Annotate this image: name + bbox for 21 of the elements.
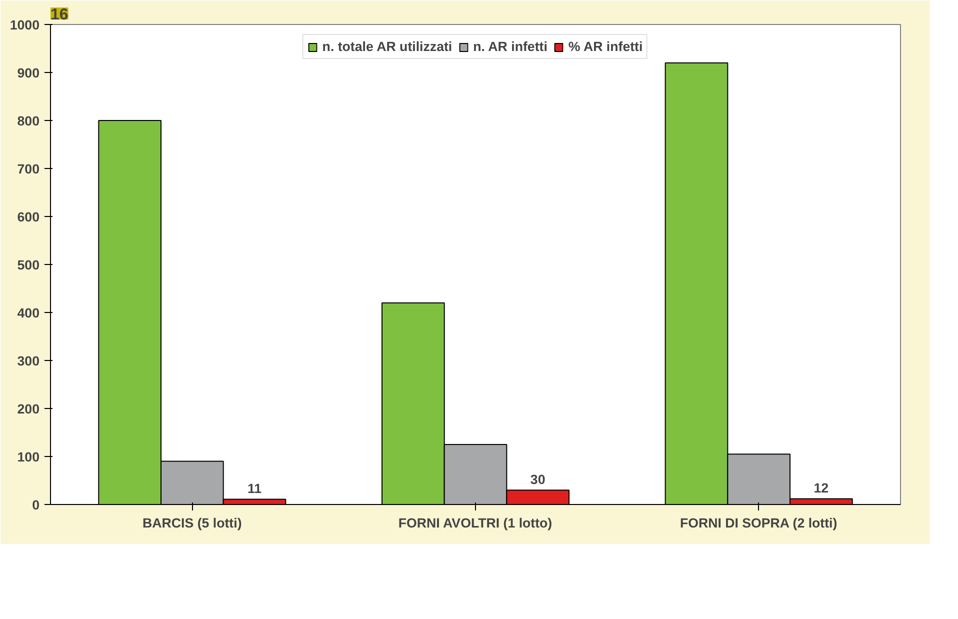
y-tick-label: 700 — [17, 162, 40, 176]
y-tick-label: 0 — [32, 498, 40, 512]
text: 16 — [50, 6, 68, 24]
y-tick-label: 400 — [17, 306, 40, 320]
y-tick-label: 800 — [17, 114, 40, 128]
legend-label: n. totale AR utilizzati — [322, 39, 452, 54]
x-tick-label: BARCIS (5 lotti) — [142, 516, 242, 530]
y-tick-label: 900 — [17, 66, 40, 80]
data-label: 12 — [814, 480, 829, 496]
x-tick-label: FORNI DI SOPRA (2 lotti) — [680, 516, 838, 530]
y-tick-label: 100 — [17, 450, 40, 464]
legend-label: % AR infetti — [568, 39, 643, 54]
x-tick-label: FORNI AVOLTRI (1 lotto) — [398, 516, 552, 530]
y-tick-label: 200 — [17, 402, 40, 416]
y-tick-label: 1000 — [10, 18, 40, 32]
y-tick-label: 500 — [17, 258, 40, 272]
y-tick-label: 600 — [17, 210, 40, 224]
legend-label: n. AR infetti — [473, 39, 548, 54]
data-label: 11 — [247, 481, 262, 496]
data-label: 30 — [530, 472, 546, 488]
y-tick-label: 300 — [17, 354, 40, 368]
